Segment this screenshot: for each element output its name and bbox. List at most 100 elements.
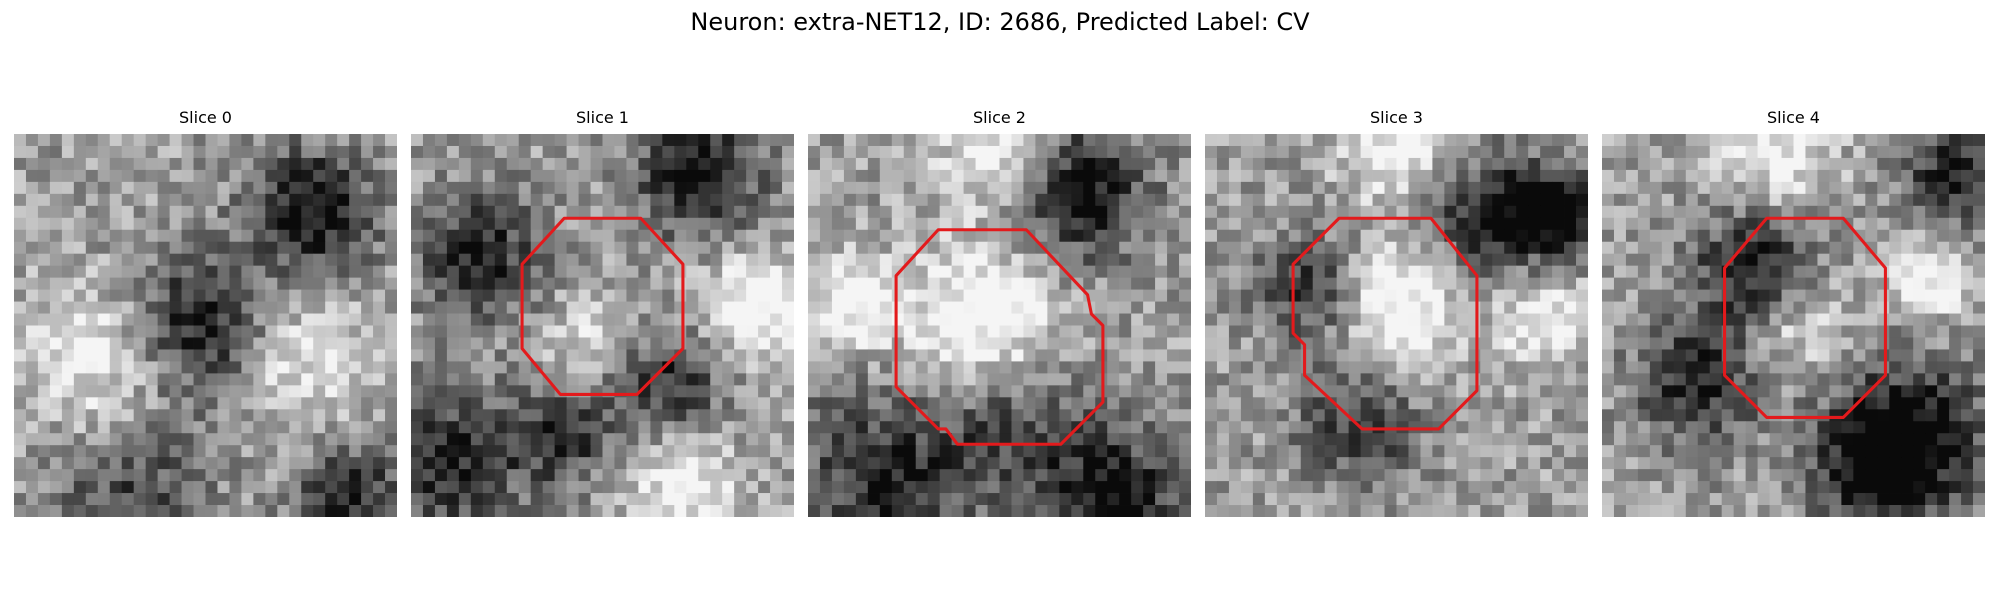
pixel-cell bbox=[1492, 445, 1505, 458]
pixel-cell bbox=[470, 217, 484, 231]
pixel-cell bbox=[157, 325, 170, 338]
pixel-cell bbox=[482, 361, 496, 374]
pixel-cell bbox=[1396, 445, 1409, 458]
pixel-cell bbox=[1240, 397, 1254, 410]
pixel-cell bbox=[891, 337, 905, 350]
pixel-cell bbox=[1769, 193, 1782, 207]
pixel-cell bbox=[722, 181, 735, 195]
pixel-cell bbox=[1925, 385, 1938, 398]
pixel-cell bbox=[1937, 229, 1950, 243]
pixel-cell bbox=[1155, 301, 1168, 314]
pixel-cell bbox=[217, 433, 230, 446]
pixel-cell bbox=[1841, 397, 1854, 410]
pixel-cell bbox=[855, 469, 869, 482]
pixel-cell bbox=[97, 445, 111, 458]
pixel-cell bbox=[1504, 349, 1517, 362]
pixel-cell bbox=[1360, 349, 1373, 362]
pixel-cell bbox=[602, 397, 615, 410]
pixel-cell bbox=[1228, 349, 1242, 362]
roi-contour bbox=[894, 228, 1105, 446]
pixel-cell bbox=[1492, 313, 1505, 326]
pixel-cell bbox=[1372, 481, 1385, 494]
pixel-cell bbox=[1228, 193, 1242, 207]
pixel-cell bbox=[1516, 241, 1529, 255]
pixel-cell bbox=[686, 229, 699, 243]
pixel-cell bbox=[422, 433, 436, 446]
pixel-cell bbox=[494, 289, 508, 302]
pixel-cell bbox=[1324, 469, 1338, 482]
pixel-cell bbox=[566, 481, 579, 494]
pixel-cell bbox=[1083, 433, 1096, 446]
pixel-cell bbox=[1324, 385, 1338, 398]
pixel-cell bbox=[337, 289, 350, 302]
pixel-cell bbox=[1805, 349, 1818, 362]
pixel-cell bbox=[1035, 373, 1048, 386]
pixel-cell bbox=[73, 181, 87, 195]
pixel-cell bbox=[1155, 373, 1168, 386]
pixel-cell bbox=[1324, 265, 1338, 279]
pixel-cell bbox=[109, 325, 123, 338]
pixel-cell bbox=[61, 145, 75, 159]
pixel-cell bbox=[349, 265, 362, 279]
pixel-cell bbox=[205, 181, 218, 195]
pixel-cell bbox=[1949, 325, 1962, 338]
pixel-cell bbox=[831, 145, 845, 159]
pixel-cell bbox=[1637, 421, 1651, 434]
pixel-cell bbox=[169, 433, 182, 446]
pixel-cell bbox=[542, 157, 556, 171]
pixel-cell bbox=[1709, 361, 1723, 374]
pixel-cell bbox=[1444, 169, 1457, 183]
pixel-cell bbox=[1348, 373, 1361, 386]
pixel-cell bbox=[1468, 253, 1481, 267]
pixel-cell bbox=[61, 493, 75, 506]
pixel-cell bbox=[1107, 253, 1120, 267]
pixel-cell bbox=[253, 217, 266, 231]
pixel-cell bbox=[1288, 469, 1302, 482]
pixel-cell bbox=[566, 265, 579, 279]
pixel-cell bbox=[277, 277, 290, 290]
pixel-cell bbox=[770, 421, 783, 434]
pixel-cell bbox=[145, 289, 159, 302]
pixel-cell bbox=[746, 229, 759, 243]
pixel-cell bbox=[1661, 361, 1675, 374]
pixel-cell bbox=[1240, 145, 1254, 159]
pixel-cell bbox=[843, 397, 857, 410]
pixel-cell bbox=[1408, 217, 1421, 231]
pixel-cell bbox=[746, 361, 759, 374]
pixel-cell bbox=[1205, 169, 1218, 183]
pixel-cell bbox=[411, 481, 424, 494]
pixel-cell bbox=[373, 205, 386, 219]
pixel-cell bbox=[1083, 169, 1096, 183]
pixel-cell bbox=[253, 313, 266, 326]
pixel-cell bbox=[831, 397, 845, 410]
pixel-cell bbox=[975, 337, 988, 350]
pixel-cell bbox=[1721, 457, 1735, 470]
pixel-cell bbox=[1205, 373, 1218, 386]
pixel-cell bbox=[1288, 313, 1302, 326]
pixel-cell bbox=[987, 181, 1000, 195]
pixel-cell bbox=[1131, 481, 1144, 494]
pixel-cell bbox=[1793, 337, 1806, 350]
pixel-cell bbox=[97, 289, 111, 302]
pixel-cell bbox=[1901, 445, 1914, 458]
pixel-cell bbox=[1155, 349, 1168, 362]
pixel-cell bbox=[229, 134, 242, 147]
pixel-cell bbox=[1155, 505, 1168, 517]
pixel-cell bbox=[915, 205, 929, 219]
pixel-cell bbox=[903, 337, 917, 350]
pixel-cell bbox=[506, 169, 520, 183]
pixel-cell bbox=[1348, 181, 1361, 195]
pixel-cell bbox=[1300, 217, 1314, 231]
pixel-cell bbox=[1576, 325, 1588, 338]
pixel-cell bbox=[289, 313, 302, 326]
pixel-cell bbox=[1384, 325, 1397, 338]
pixel-cell bbox=[145, 373, 159, 386]
pixel-cell bbox=[1216, 169, 1230, 183]
pixel-cell bbox=[686, 241, 699, 255]
pixel-cell bbox=[987, 265, 1000, 279]
pixel-cell bbox=[614, 457, 627, 470]
pixel-cell bbox=[1637, 397, 1651, 410]
pixel-cell bbox=[1841, 313, 1854, 326]
pixel-cell bbox=[1384, 157, 1397, 171]
pixel-cell bbox=[1973, 157, 1985, 171]
